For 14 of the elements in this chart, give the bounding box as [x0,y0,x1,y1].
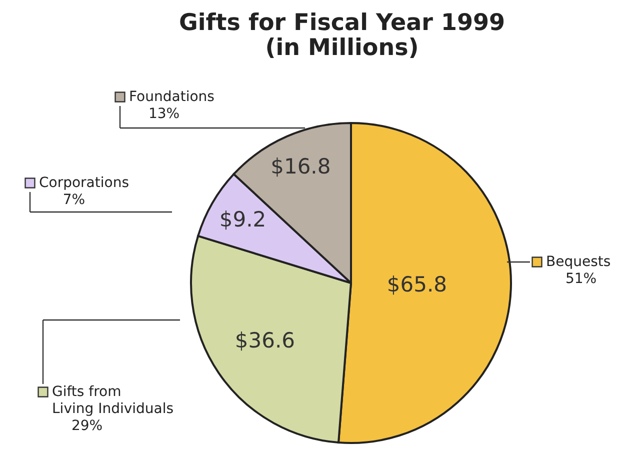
data-label: $36.6 [234,328,296,352]
legend-label: Corporations [39,175,129,191]
text: 13% [148,106,180,122]
chart-title: Gifts for Fiscal Year 1999 [179,10,505,36]
legend-label: Gifts from Living Individuals [52,384,174,417]
data-label: $9.2 [219,208,266,232]
text: 51% [565,271,597,287]
text: 29% [71,418,103,434]
data-label: $65.8 [386,272,448,297]
chart-subtitle: (in Millions) [265,35,419,61]
legend-label: Bequests [546,254,611,270]
text: 7% [62,192,86,208]
data-label: $16.8 [270,154,331,178]
legend-label: Foundations [129,89,214,105]
